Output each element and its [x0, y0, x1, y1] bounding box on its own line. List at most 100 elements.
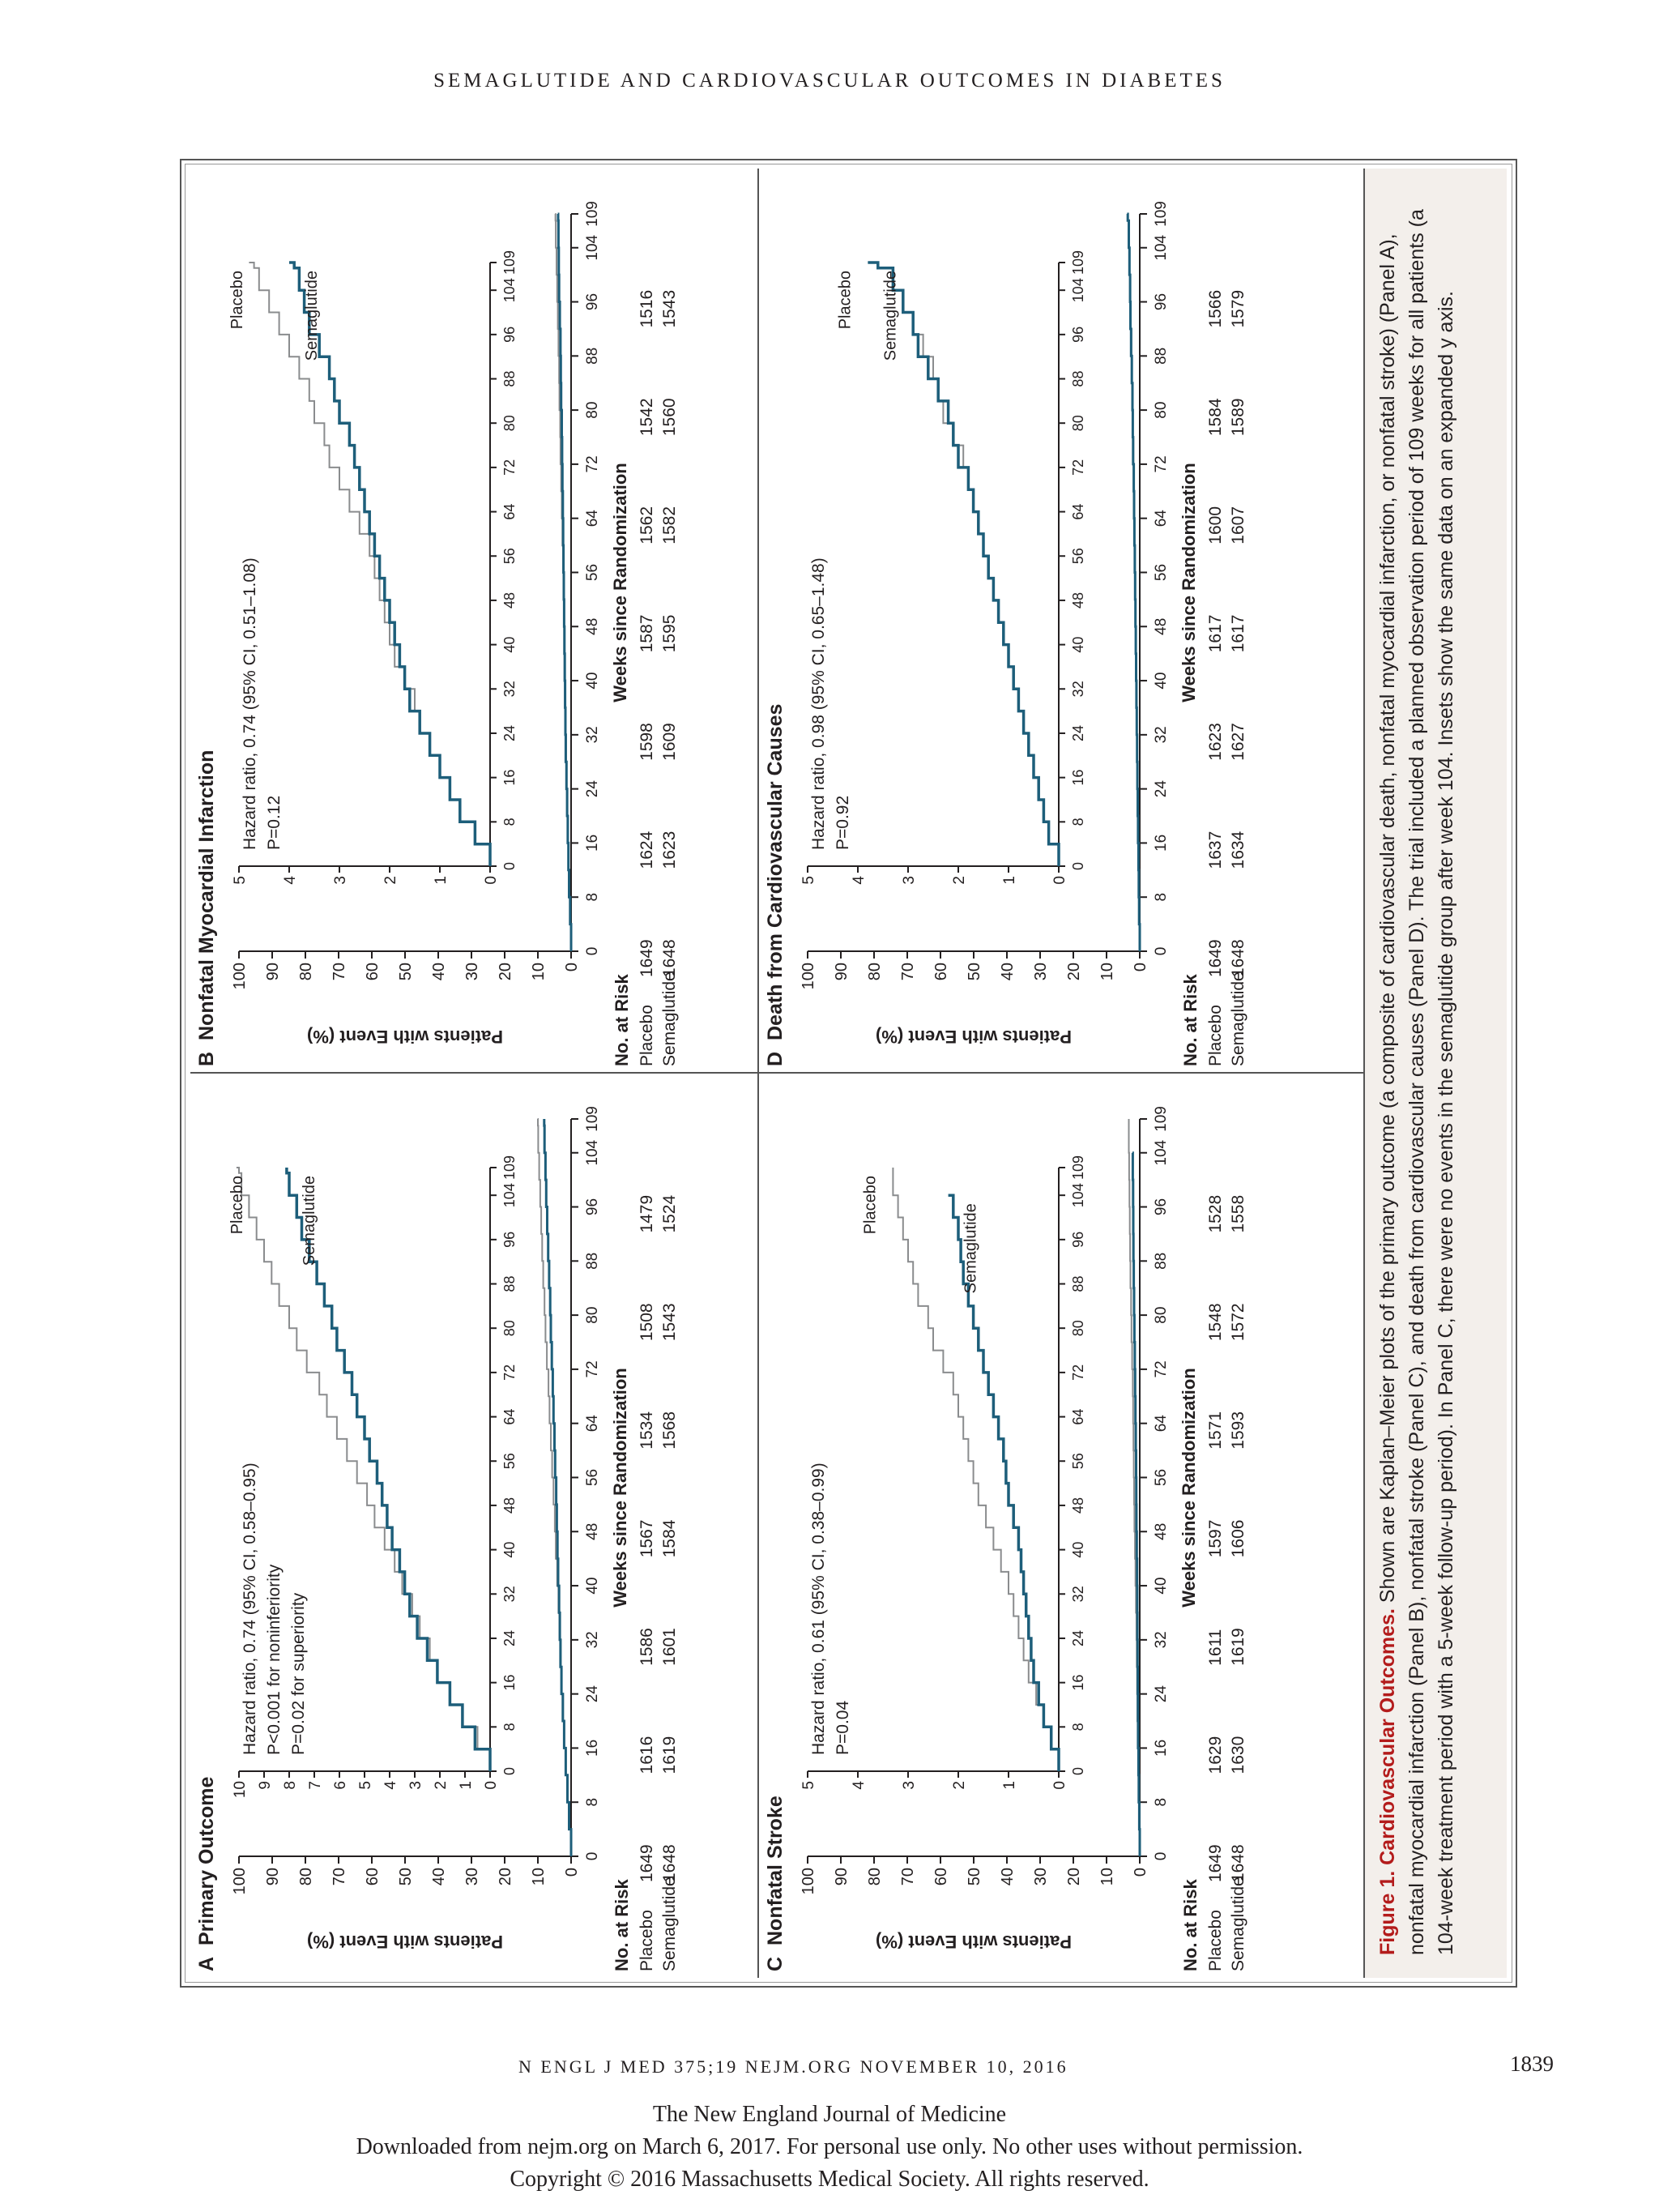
x-tick-label: 32: [1153, 1631, 1170, 1648]
inset-y-tick-label: 10: [232, 1781, 249, 1798]
y-tick-label: 50: [966, 963, 983, 980]
risk-count: 1587: [638, 614, 656, 653]
risk-count: 1624: [638, 831, 656, 869]
inset-x-tick-label: 56: [1070, 548, 1086, 564]
y-tick-label: 70: [899, 963, 917, 980]
risk-count: 1584: [1206, 398, 1225, 437]
panel-a: A Primary Outcome Patients with Event (%) 0…: [190, 1074, 757, 1978]
inset-y-tick-label: 4: [382, 1781, 399, 1790]
page-number: 1839: [1510, 2052, 1554, 2076]
y-tick-label: 0: [1132, 1868, 1149, 1877]
km-plot: Patients with Event (%)01020304050607080…: [800, 1106, 1199, 1952]
y-tick-label: 70: [899, 1868, 917, 1885]
hazard-annotation: P=0.02 for superiority: [289, 1592, 308, 1755]
journal-reference: N ENGL J MED 375;19 NEJM.ORG NOVEMBER 10…: [518, 2056, 1068, 2077]
x-tick-label: 16: [584, 1740, 601, 1757]
inset-x-tick-label: 48: [501, 1497, 518, 1514]
risk-row-label: Semaglutide: [660, 1877, 679, 1971]
inset-x-tick-label: 16: [501, 770, 518, 786]
inset-x-tick-label: 104: [501, 278, 518, 302]
hazard-annotation: Hazard ratio, 0.61 (95% CI, 0.38–0.99): [809, 1463, 828, 1755]
risk-count: 1619: [1229, 1628, 1247, 1666]
inset-y-tick-label: 1: [1001, 1781, 1018, 1790]
inset-x-tick-label: 24: [1070, 725, 1086, 741]
risk-count: 1630: [1229, 1736, 1247, 1774]
x-tick-label: 72: [584, 455, 601, 472]
risk-count: 1649: [1206, 1844, 1225, 1882]
risk-count: 1589: [1229, 398, 1247, 437]
inset-x-tick-label: 24: [501, 725, 518, 741]
x-tick-label: 32: [1153, 726, 1170, 743]
x-tick-label: 0: [1153, 1852, 1170, 1861]
risk-count: 1516: [638, 289, 656, 328]
risk-count: 1579: [1229, 289, 1247, 328]
x-tick-label: 109: [1153, 1106, 1170, 1132]
inset-x-tick-label: 8: [1070, 1723, 1086, 1731]
inset-x-tick-label: 56: [1070, 1453, 1086, 1469]
x-tick-label: 8: [1153, 893, 1170, 902]
y-tick-label: 20: [497, 1868, 514, 1885]
inset-background: [804, 1164, 1062, 1774]
inset-x-tick-label: 8: [501, 818, 518, 826]
risk-count: 1616: [638, 1736, 656, 1774]
risk-count: 1534: [638, 1411, 656, 1450]
y-tick-label: 100: [800, 963, 817, 989]
y-tick-label: 90: [833, 963, 851, 980]
inset-x-tick-label: 64: [501, 504, 518, 520]
y-tick-label: 90: [833, 1868, 851, 1885]
inset-y-tick-label: 2: [951, 1781, 968, 1790]
inset-x-tick-label: 109: [501, 1155, 518, 1180]
inset-y-tick-label: 2: [382, 876, 399, 885]
y-tick-label: 30: [1032, 1868, 1050, 1885]
inset-y-tick-label: 9: [257, 1781, 274, 1790]
inset-x-tick-label: 96: [501, 1232, 518, 1248]
x-tick-label: 40: [584, 672, 601, 689]
risk-count: 1607: [1229, 506, 1247, 544]
inset-x-tick-label: 104: [1070, 1183, 1086, 1207]
risk-table: No. at Risk Placebo 1649 1629 1611 1597 1571 15…: [1180, 1080, 1277, 1971]
running-head: SEMAGLUTIDE AND CARDIOVASCULAR OUTCOMES …: [433, 70, 1226, 92]
x-tick-label: 24: [1153, 1685, 1170, 1703]
inset-background: [236, 1164, 493, 1774]
x-tick-label: 96: [584, 1198, 601, 1215]
y-tick-label: 20: [1065, 1868, 1083, 1885]
x-tick-label: 64: [584, 1415, 601, 1433]
inset-x-tick-label: 64: [1070, 1409, 1086, 1425]
y-axis-label: Patients with Event (%): [307, 1027, 503, 1047]
x-tick-label: 24: [584, 780, 601, 798]
inset-x-tick-label: 96: [1070, 327, 1086, 343]
risk-count: 1623: [1206, 723, 1225, 761]
hazard-annotation: Hazard ratio, 0.74 (95% CI, 0.51–1.08): [241, 557, 259, 850]
risk-table-heading: No. at Risk: [612, 1879, 632, 1971]
x-tick-label: 0: [1153, 947, 1170, 956]
risk-count: 1567: [638, 1519, 656, 1558]
inset-x-tick-label: 80: [501, 1320, 518, 1336]
y-tick-label: 50: [966, 1868, 983, 1885]
main-curve-placebo: [537, 1118, 572, 1856]
inset-x-tick-label: 80: [1070, 1320, 1086, 1336]
series-label-semaglutide: Semaglutide: [303, 271, 321, 361]
risk-count: 1543: [660, 289, 679, 328]
risk-count: 1543: [660, 1303, 679, 1342]
caption-title: Figure 1. Cardiovascular Outcomes.: [1376, 1608, 1399, 1955]
inset-y-tick-label: 0: [483, 876, 500, 885]
y-tick-label: 70: [331, 963, 348, 980]
hazard-annotation: P<0.001 for noninferiority: [265, 1564, 284, 1755]
y-tick-label: 90: [264, 963, 282, 980]
hazard-annotation: Hazard ratio, 0.98 (95% CI, 0.65–1.48): [809, 557, 828, 850]
x-tick-label: 40: [1153, 672, 1170, 689]
y-tick-label: 20: [1065, 963, 1083, 980]
y-tick-label: 70: [331, 1868, 348, 1885]
y-tick-label: 60: [932, 963, 950, 980]
y-tick-label: 60: [364, 1868, 382, 1885]
risk-count: 1598: [638, 723, 656, 761]
x-tick-label: 104: [1153, 234, 1170, 260]
risk-row-label: Semaglutide: [1229, 971, 1247, 1066]
inset-y-tick-label: 5: [800, 876, 817, 885]
x-tick-label: 56: [1153, 564, 1170, 581]
risk-count: 1479: [638, 1194, 656, 1233]
inset-y-tick-label: 4: [851, 876, 868, 885]
risk-count: 1560: [660, 398, 679, 437]
inset-y-tick-label: 2: [433, 1781, 450, 1790]
risk-table: No. at Risk Placebo 1649 1637 1623 1617 1600 15…: [1180, 175, 1277, 1066]
